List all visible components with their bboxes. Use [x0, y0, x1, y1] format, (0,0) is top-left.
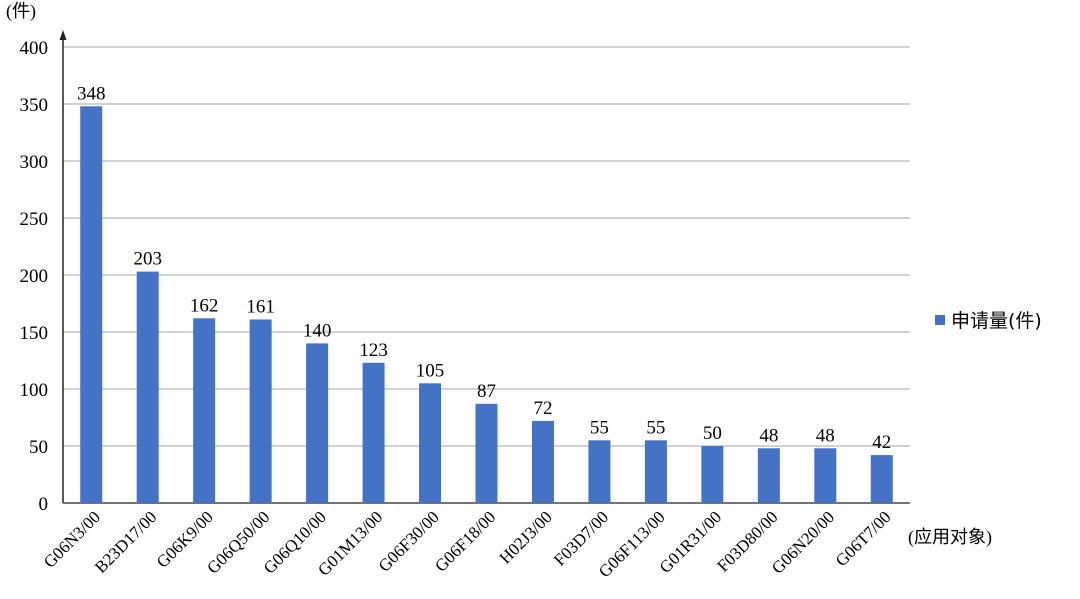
- data-label: 55: [646, 417, 665, 438]
- bar: [80, 106, 103, 503]
- bar: [193, 318, 216, 503]
- bar: [531, 420, 554, 503]
- bars-group: [80, 106, 893, 503]
- y-tick-label: 250: [20, 209, 49, 230]
- data-label: 203: [133, 249, 162, 270]
- y-axis-arrow-icon: [59, 30, 67, 40]
- data-label: 48: [759, 425, 778, 446]
- bar: [814, 448, 837, 503]
- x-category-label: H02J3/00: [496, 507, 556, 567]
- y-tick-label: 300: [20, 152, 49, 173]
- x-category-label: G01R31/00: [656, 507, 726, 577]
- data-label: 161: [246, 296, 275, 317]
- bar: [644, 440, 667, 503]
- bar: [588, 440, 611, 503]
- data-label: 55: [590, 417, 609, 438]
- data-labels-group: 348 203 162 161 140 123 105 87 72 55 55 50 48 48 42: [77, 83, 891, 453]
- legend-swatch: [935, 315, 945, 325]
- data-label: 87: [477, 381, 496, 402]
- data-label: 105: [416, 360, 445, 381]
- bar: [419, 383, 442, 503]
- y-tick-label: 50: [29, 437, 48, 458]
- y-tick-label: 100: [20, 380, 49, 401]
- x-category-label: G06F18/00: [431, 507, 499, 575]
- legend-label: 申请量(件): [951, 310, 1042, 332]
- data-label: 50: [703, 423, 722, 444]
- bar: [870, 455, 893, 503]
- data-label: 140: [303, 320, 332, 341]
- data-label: 48: [816, 425, 835, 446]
- x-category-label: G06F30/00: [375, 507, 443, 575]
- data-label: 123: [359, 340, 388, 361]
- bar: [362, 362, 385, 503]
- y-tick-labels: 0 50 100 150 200 250 300 350 400: [20, 38, 49, 515]
- bar: [249, 319, 272, 503]
- x-axis-unit-label: (应用对象): [908, 527, 992, 548]
- axes: [59, 30, 67, 503]
- bar: [475, 403, 498, 503]
- data-label: 162: [190, 295, 219, 316]
- data-label: 72: [533, 398, 552, 419]
- bar: [306, 343, 329, 503]
- y-tick-label: 400: [20, 38, 49, 59]
- x-category-label: B23D17/00: [91, 507, 161, 577]
- y-tick-label: 150: [20, 323, 49, 344]
- bar: [757, 448, 780, 503]
- data-label: 348: [77, 83, 106, 104]
- bar: [701, 446, 724, 503]
- legend: 申请量(件): [935, 310, 1042, 332]
- data-label: 42: [872, 432, 891, 453]
- x-category-labels: G06N3/00B23D17/00G06K9/00G06Q50/00G06Q10…: [40, 507, 895, 581]
- x-category-label: G06T7/00: [832, 507, 895, 570]
- y-tick-label: 200: [20, 266, 49, 287]
- y-tick-label: 350: [20, 95, 49, 116]
- bar: [136, 271, 159, 503]
- y-axis-unit-label: (件): [6, 1, 36, 22]
- y-tick-label: 0: [39, 494, 49, 515]
